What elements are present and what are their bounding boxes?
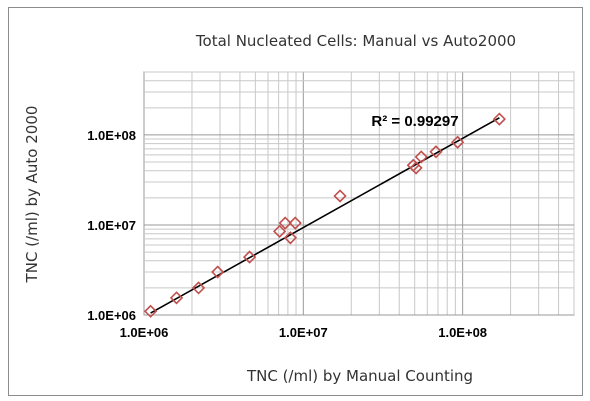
y-tick-labels: 1.0E+06 1.0E+07 1.0E+08	[87, 128, 136, 323]
data-point-marker	[143, 304, 158, 318]
plot-area	[143, 71, 575, 316]
y-tick-label: 1.0E+06	[87, 308, 136, 323]
data-point-marker	[450, 135, 465, 149]
y-tick-label: 1.0E+08	[87, 128, 136, 143]
data-point-marker	[409, 161, 423, 175]
data-point-marker	[191, 281, 206, 295]
data-point-marker	[333, 189, 347, 203]
x-tick-label: 1.0E+07	[279, 325, 328, 340]
y-tick-label: 1.0E+07	[87, 218, 136, 233]
data-point-marker	[278, 216, 292, 230]
data-point-marker	[272, 224, 287, 238]
data-point-marker	[492, 112, 506, 126]
x-axis-label: TNC (/ml) by Manual Counting	[246, 367, 473, 385]
x-tick-label: 1.0E+06	[120, 325, 169, 340]
grid-lines	[143, 71, 575, 316]
r-squared-annotation: R² = 0.99297	[371, 113, 458, 130]
trendline-group	[150, 117, 500, 314]
data-point-marker	[288, 216, 302, 230]
data-point-marker	[414, 150, 428, 164]
chart-title: Total Nucleated Cells: Manual vs Auto200…	[195, 32, 516, 50]
y-axis-label: TNC (/ml) by Auto 2000	[23, 106, 41, 284]
x-tick-labels: 1.0E+06 1.0E+07 1.0E+08	[120, 325, 487, 340]
data-point-marker	[169, 291, 184, 305]
data-points	[143, 112, 506, 318]
data-point-marker	[211, 265, 225, 279]
x-tick-label: 1.0E+08	[438, 325, 487, 340]
trendline	[150, 117, 500, 314]
data-point-marker	[429, 145, 443, 159]
data-point-marker	[242, 250, 257, 264]
data-point-marker	[283, 231, 298, 245]
